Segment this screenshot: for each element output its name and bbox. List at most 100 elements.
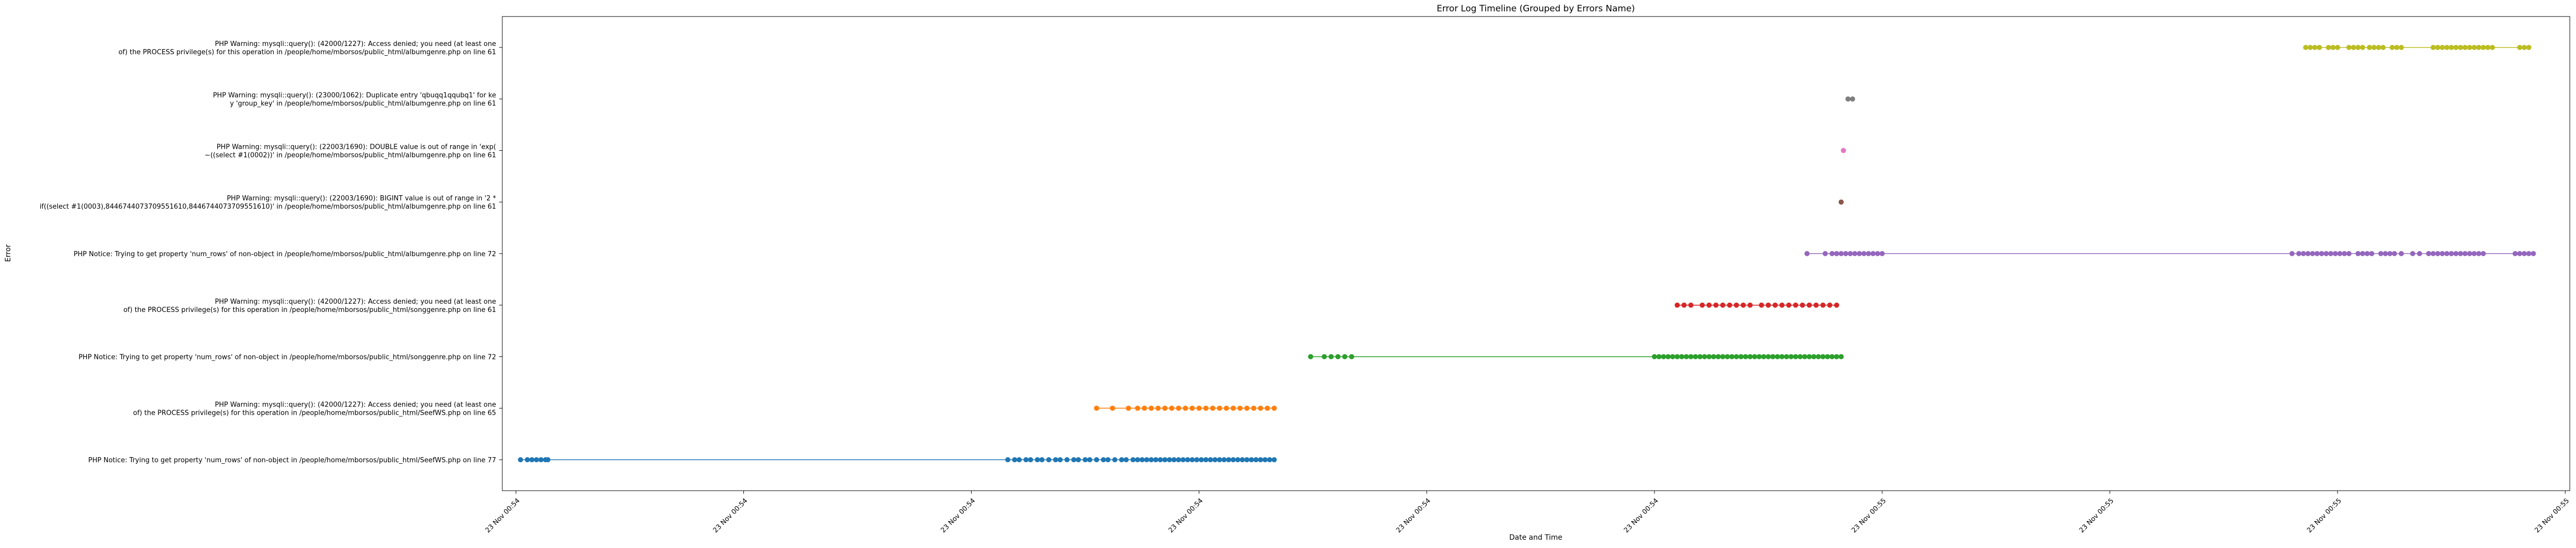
data-point[interactable] [1221, 457, 1227, 463]
data-point[interactable] [1861, 251, 1867, 256]
data-point[interactable] [1834, 251, 1839, 256]
data-point[interactable] [2289, 251, 2295, 256]
data-point[interactable] [1167, 457, 1172, 463]
data-point[interactable] [1725, 354, 1730, 359]
data-point[interactable] [1135, 457, 1140, 463]
data-point[interactable] [1802, 354, 1807, 359]
data-point[interactable] [1139, 457, 1145, 463]
data-point[interactable] [1784, 354, 1789, 359]
data-point[interactable] [1770, 354, 1776, 359]
data-point[interactable] [1793, 354, 1799, 359]
data-point[interactable] [1322, 354, 1327, 359]
data-point[interactable] [1189, 457, 1195, 463]
data-point[interactable] [1866, 251, 1871, 256]
data-point[interactable] [1217, 457, 1222, 463]
data-point[interactable] [1688, 354, 1694, 359]
data-point[interactable] [2526, 44, 2532, 50]
data-point[interactable] [2430, 44, 2436, 50]
data-point[interactable] [2366, 44, 2372, 50]
data-point[interactable] [1141, 405, 1147, 411]
data-point[interactable] [1674, 302, 1680, 308]
data-point[interactable] [2435, 251, 2441, 256]
data-point[interactable] [1743, 354, 1748, 359]
data-point[interactable] [2330, 44, 2336, 50]
data-point[interactable] [1053, 457, 1058, 463]
data-point[interactable] [2326, 44, 2331, 50]
data-point[interactable] [1144, 457, 1150, 463]
data-point[interactable] [1262, 457, 1268, 463]
data-point[interactable] [1057, 457, 1063, 463]
data-point[interactable] [534, 457, 539, 463]
data-point[interactable] [1870, 251, 1876, 256]
data-point[interactable] [2490, 44, 2495, 50]
data-point[interactable] [1683, 354, 1689, 359]
data-point[interactable] [2526, 251, 2532, 256]
data-point[interactable] [1711, 354, 1716, 359]
data-point[interactable] [1226, 457, 1232, 463]
data-point[interactable] [1729, 354, 1735, 359]
data-point[interactable] [1110, 405, 1116, 411]
data-point[interactable] [1798, 354, 1803, 359]
data-point[interactable] [1237, 405, 1243, 411]
data-point[interactable] [1693, 354, 1698, 359]
data-point[interactable] [2350, 44, 2356, 50]
data-point[interactable] [1804, 251, 1810, 256]
data-point[interactable] [1848, 251, 1853, 256]
data-point[interactable] [2378, 251, 2383, 256]
data-point[interactable] [2305, 251, 2311, 256]
data-point[interactable] [1656, 354, 1662, 359]
data-point[interactable] [1258, 457, 1263, 463]
data-point[interactable] [2342, 251, 2347, 256]
data-point[interactable] [545, 457, 551, 463]
data-point[interactable] [1766, 302, 1771, 308]
data-point[interactable] [2476, 44, 2482, 50]
data-point[interactable] [1822, 251, 1828, 256]
data-point[interactable] [1816, 354, 1821, 359]
data-point[interactable] [1064, 457, 1070, 463]
data-point[interactable] [1087, 457, 1092, 463]
data-point[interactable] [2430, 251, 2436, 256]
data-point[interactable] [1779, 354, 1785, 359]
data-point[interactable] [1157, 457, 1163, 463]
data-point[interactable] [2346, 251, 2352, 256]
data-point[interactable] [2444, 44, 2450, 50]
data-point[interactable] [1199, 457, 1204, 463]
data-point[interactable] [1814, 302, 1819, 308]
data-point[interactable] [1183, 405, 1188, 411]
data-point[interactable] [1850, 96, 1855, 102]
data-point[interactable] [1720, 354, 1726, 359]
data-point[interactable] [1244, 457, 1250, 463]
data-point[interactable] [2467, 44, 2472, 50]
data-point[interactable] [1253, 457, 1259, 463]
data-point[interactable] [2300, 251, 2306, 256]
data-point[interactable] [1697, 354, 1703, 359]
data-point[interactable] [1759, 302, 1764, 308]
data-point[interactable] [2453, 44, 2459, 50]
data-point[interactable] [1706, 302, 1712, 308]
data-point[interactable] [1715, 354, 1721, 359]
data-point[interactable] [2453, 251, 2459, 256]
data-point[interactable] [1756, 354, 1762, 359]
data-point[interactable] [2316, 44, 2322, 50]
data-point[interactable] [2467, 251, 2472, 256]
data-point[interactable] [1829, 251, 1835, 256]
data-point[interactable] [2398, 251, 2404, 256]
data-point[interactable] [1235, 457, 1241, 463]
data-point[interactable] [2444, 251, 2450, 256]
data-point[interactable] [1829, 354, 1835, 359]
data-point[interactable] [2355, 251, 2361, 256]
data-point[interactable] [1827, 302, 1833, 308]
data-point[interactable] [1239, 457, 1245, 463]
data-point[interactable] [2392, 251, 2397, 256]
data-point[interactable] [2380, 44, 2386, 50]
data-point[interactable] [2324, 251, 2329, 256]
data-point[interactable] [1681, 302, 1687, 308]
data-point[interactable] [1834, 354, 1839, 359]
data-point[interactable] [2476, 251, 2482, 256]
data-point[interactable] [1879, 251, 1885, 256]
data-point[interactable] [1212, 457, 1218, 463]
data-point[interactable] [1665, 354, 1671, 359]
data-point[interactable] [1838, 251, 1844, 256]
data-point[interactable] [2517, 44, 2522, 50]
data-point[interactable] [1800, 302, 1805, 308]
